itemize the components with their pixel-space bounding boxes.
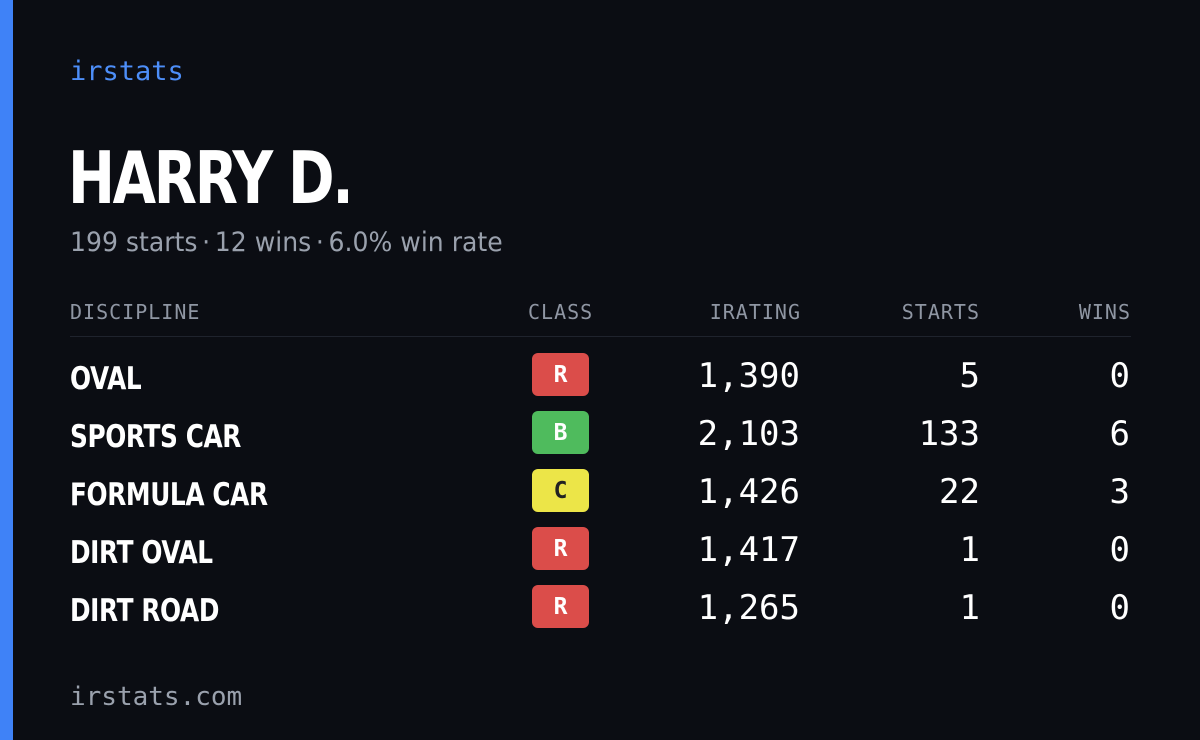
column-header-irating: IRATING [709, 300, 801, 324]
irating-cell: 2,103 [697, 414, 800, 454]
column-header-discipline: DISCIPLINE [70, 300, 201, 324]
driver-name: HARRY D. [68, 136, 354, 220]
wins-cell: 0 [1109, 588, 1130, 628]
wins-cell: 3 [1109, 472, 1130, 512]
discipline-cell: DIRT ROAD [70, 593, 220, 629]
class-badge: R [532, 527, 589, 570]
win-rate-summary: 6.0% win rate [328, 227, 503, 258]
class-badge: C [532, 469, 589, 512]
table-row: OVAL R 1,390 5 0 [70, 353, 1131, 411]
table-header: DISCIPLINE CLASS IRATING STARTS WINS [70, 296, 1131, 337]
discipline-cell: OVAL [70, 361, 142, 397]
table-row: DIRT ROAD R 1,265 1 0 [70, 585, 1131, 643]
table-body: OVAL R 1,390 5 0 SPORTS CAR B 2,103 133 … [70, 353, 1131, 643]
starts-cell: 22 [939, 472, 980, 512]
starts-summary: 199 starts [70, 227, 198, 258]
irating-cell: 1,426 [697, 472, 800, 512]
column-header-class: CLASS [528, 300, 594, 324]
discipline-cell: FORMULA CAR [70, 477, 268, 513]
wins-summary: 12 wins [214, 227, 312, 258]
table-row: SPORTS CAR B 2,103 133 6 [70, 411, 1131, 469]
class-badge: R [532, 585, 589, 628]
table-row: FORMULA CAR C 1,426 22 3 [70, 469, 1131, 527]
starts-cell: 5 [959, 356, 980, 396]
discipline-cell: DIRT OVAL [70, 535, 213, 571]
column-header-wins: WINS [1078, 300, 1131, 324]
discipline-cell: SPORTS CAR [70, 419, 242, 455]
separator-dot: · [315, 227, 324, 258]
wins-cell: 6 [1109, 414, 1130, 454]
accent-bar [0, 0, 13, 740]
wins-cell: 0 [1109, 530, 1130, 570]
footer-url[interactable]: irstats.com [70, 682, 243, 712]
irating-cell: 1,390 [697, 356, 800, 396]
starts-cell: 1 [959, 588, 980, 628]
table-row: DIRT OVAL R 1,417 1 0 [70, 527, 1131, 585]
brand-logo[interactable]: irstats [70, 56, 184, 87]
separator-dot: · [202, 227, 211, 258]
starts-cell: 1 [959, 530, 980, 570]
irating-cell: 1,265 [697, 588, 800, 628]
irating-cell: 1,417 [697, 530, 800, 570]
wins-cell: 0 [1109, 356, 1130, 396]
driver-summary: 199 starts · 12 wins · 6.0% win rate [70, 227, 503, 258]
class-badge: B [532, 411, 589, 454]
column-header-starts: STARTS [901, 300, 980, 324]
starts-cell: 133 [918, 414, 980, 454]
stats-table: DISCIPLINE CLASS IRATING STARTS WINS OVA… [70, 296, 1131, 629]
class-badge: R [532, 353, 589, 396]
